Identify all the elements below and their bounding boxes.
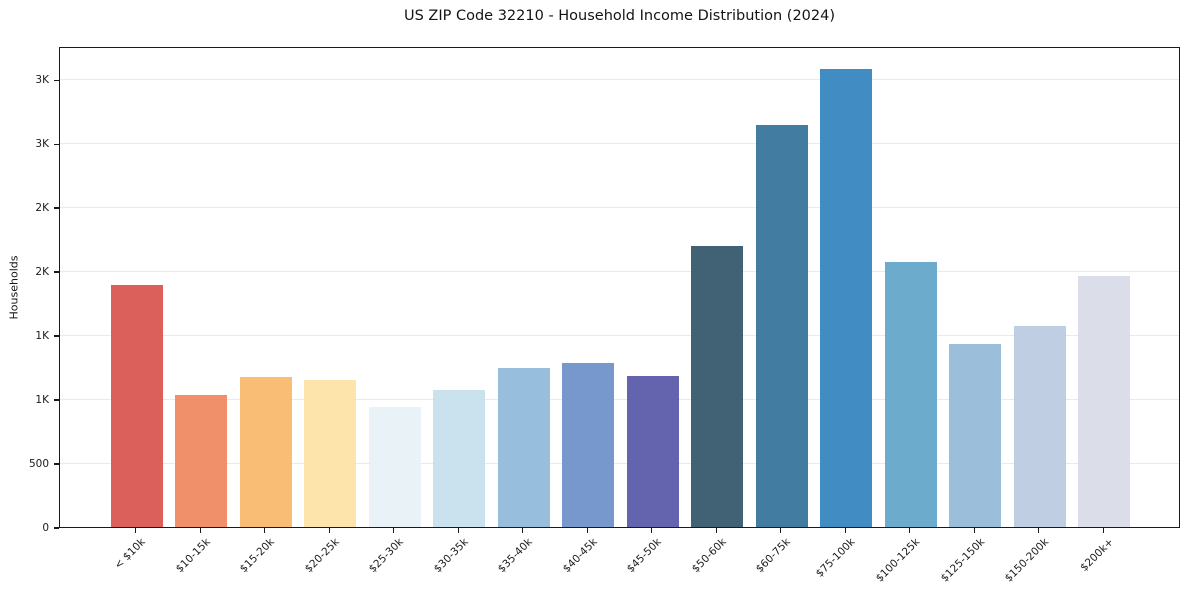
y-tick bbox=[54, 271, 59, 273]
x-tick-label-text: $100-125k bbox=[873, 536, 923, 585]
gridline bbox=[60, 462, 1179, 464]
gridline bbox=[60, 206, 1179, 208]
y-tick-label: 3K bbox=[35, 73, 49, 86]
x-tick-label-text: $15-20k bbox=[238, 536, 278, 576]
x-tick bbox=[328, 528, 330, 533]
chart-title: US ZIP Code 32210 - Household Income Dis… bbox=[403, 8, 836, 24]
bar bbox=[110, 285, 163, 527]
x-tick-label-text: $35-40k bbox=[496, 536, 536, 576]
x-tick bbox=[651, 528, 653, 533]
x-tick bbox=[973, 528, 975, 533]
y-tick bbox=[54, 527, 59, 529]
x-tick bbox=[522, 528, 524, 533]
y-tick-label: 2K bbox=[35, 201, 49, 214]
x-tick-label-text: $10-15k bbox=[173, 536, 213, 576]
bar bbox=[691, 246, 744, 527]
y-tick bbox=[54, 335, 59, 337]
x-tick bbox=[586, 528, 588, 533]
bar bbox=[755, 125, 808, 527]
y-tick-label: 1K bbox=[35, 329, 49, 342]
x-tick-label-text: $50-60k bbox=[689, 536, 729, 576]
bar bbox=[626, 376, 679, 527]
x-tick bbox=[135, 528, 137, 533]
gridline bbox=[60, 398, 1179, 400]
bar bbox=[497, 368, 550, 527]
plot-area bbox=[59, 47, 1180, 528]
x-tick bbox=[715, 528, 717, 533]
y-tick bbox=[54, 399, 59, 401]
x-tick bbox=[457, 528, 459, 533]
x-tick bbox=[844, 528, 846, 533]
y-tick-label: 2K bbox=[35, 265, 49, 278]
y-tick-label: 3K bbox=[35, 137, 49, 150]
bar bbox=[562, 363, 615, 527]
bar bbox=[949, 344, 1002, 527]
x-tick-label-text: $20-25k bbox=[302, 536, 342, 576]
gridline bbox=[60, 78, 1179, 80]
gridline bbox=[60, 334, 1179, 336]
y-tick bbox=[54, 79, 59, 81]
bar bbox=[433, 390, 486, 527]
x-tick-label-text: $200k+ bbox=[1077, 536, 1116, 574]
x-tick bbox=[199, 528, 201, 533]
x-tick-label-text: $30-35k bbox=[431, 536, 471, 576]
bar bbox=[175, 395, 228, 527]
x-tick-label-text: $25-30k bbox=[367, 536, 407, 576]
y-tick-label: 500 bbox=[28, 457, 49, 470]
bar bbox=[304, 380, 357, 527]
x-tick-label-text: $45-50k bbox=[625, 536, 665, 576]
gridline bbox=[60, 270, 1179, 272]
x-tick-label-text: $125-150k bbox=[938, 536, 987, 585]
x-tick bbox=[1102, 528, 1104, 533]
y-tick-label: 1K bbox=[35, 393, 49, 406]
y-tick bbox=[54, 143, 59, 145]
y-tick bbox=[54, 463, 59, 465]
bar bbox=[239, 377, 292, 527]
x-tick-label-text: < $10k bbox=[112, 536, 149, 572]
bar bbox=[1078, 276, 1131, 527]
y-tick bbox=[54, 207, 59, 209]
y-tick-label: 0 bbox=[42, 521, 49, 534]
x-tick-label-text: $150-200k bbox=[1002, 536, 1052, 585]
x-tick-label-text: $60-75k bbox=[754, 536, 794, 576]
x-tick-label-text: $40-45k bbox=[560, 536, 600, 576]
bar bbox=[368, 407, 421, 527]
bar bbox=[1013, 326, 1066, 527]
x-tick bbox=[264, 528, 266, 533]
x-tick-label-text: $75-100k bbox=[813, 536, 858, 580]
bar bbox=[884, 262, 937, 527]
x-tick bbox=[780, 528, 782, 533]
x-tick bbox=[1038, 528, 1040, 533]
x-tick bbox=[909, 528, 911, 533]
bar bbox=[820, 69, 873, 527]
x-tick bbox=[393, 528, 395, 533]
gridline bbox=[60, 142, 1179, 144]
